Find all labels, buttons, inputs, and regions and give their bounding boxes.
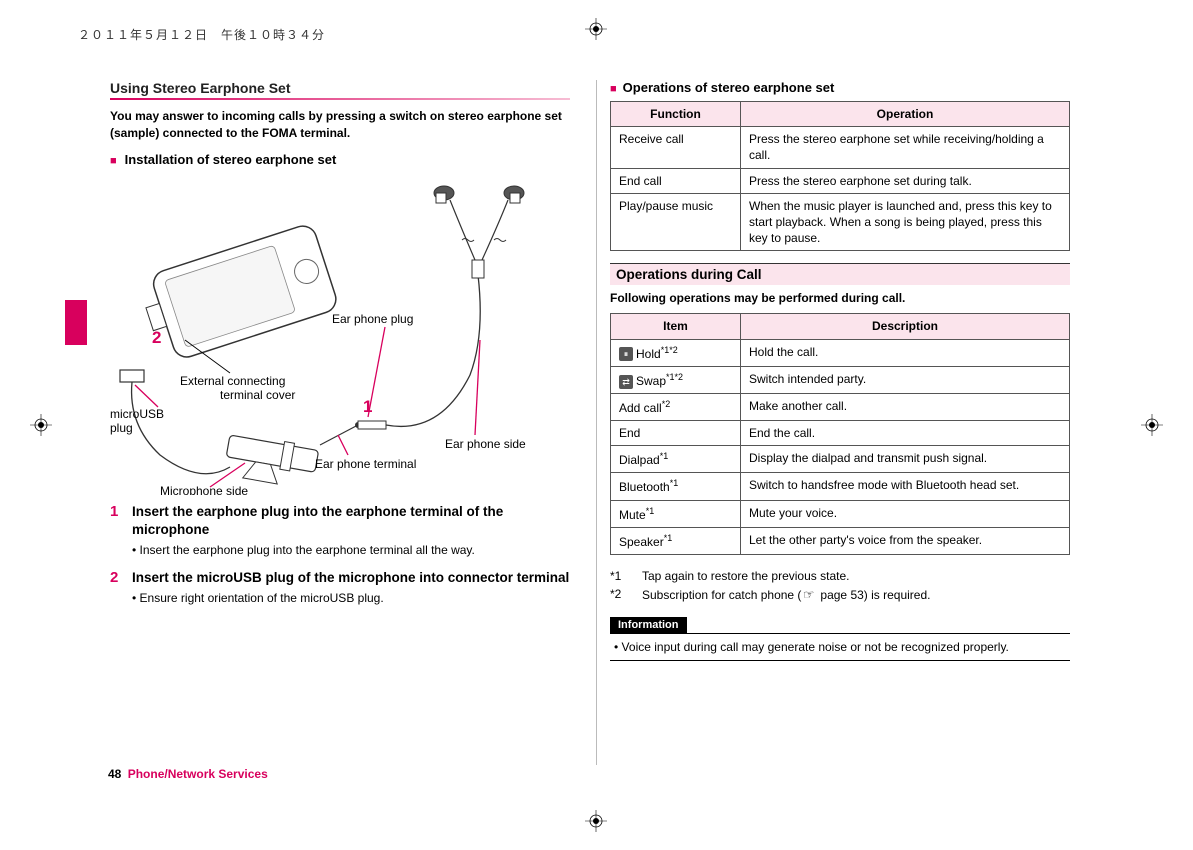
label-earphone-plug: Ear phone plug [332,312,413,326]
th-item: Item [611,314,741,339]
section-name: Phone/Network Services [128,767,268,781]
section-title: Using Stereo Earphone Set [110,80,570,100]
section-intro: You may answer to incoming calls by pres… [110,108,570,142]
diagram-num-1: 1 [363,397,372,416]
step-heading: Insert the earphone plug into the earpho… [132,503,570,539]
table-row: Play/pause musicWhen the music player is… [611,193,1070,251]
table-row: End callPress the stereo earphone set du… [611,168,1070,193]
label-earphone-terminal: Ear phone terminal [315,457,416,471]
step-2: 2 Insert the microUSB plug of the microp… [110,569,570,607]
earphone-diagram: 1 2 Ear phone plug External connecting t… [110,175,570,495]
registration-mark-right [1141,414,1163,436]
hold-icon: ⏸ [619,347,633,361]
label-external-cover: External connecting [180,374,285,388]
th-function: Function [611,102,741,127]
table-row: Dialpad*1 Display the dialpad and transm… [611,446,1070,473]
label-microphone-side: Microphone side [160,484,248,495]
table-row: End End the call. [611,421,1070,446]
registration-mark-bottom [585,810,607,832]
table-row: Bluetooth*1 Switch to handsfree mode wit… [611,473,1070,500]
svg-text:plug: plug [110,421,133,435]
left-column: Using Stereo Earphone Set You may answer… [100,80,580,661]
table-row: Add call*2 Make another call. [611,393,1070,420]
step-number: 1 [110,503,132,520]
information-body: Voice input during call may generate noi… [610,633,1070,662]
page-footer: 48 Phone/Network Services [108,767,268,781]
right-column: Operations of stereo earphone set Functi… [600,80,1080,661]
information-box: Information Voice input during call may … [610,617,1070,662]
table-row: ⏸Hold*1*2 Hold the call. [611,339,1070,366]
install-steps: 1 Insert the earphone plug into the earp… [110,503,570,607]
step-heading: Insert the microUSB plug of the micropho… [132,569,570,587]
step-number: 2 [110,569,132,586]
registration-mark-top [585,18,607,40]
th-operation: Operation [741,102,1070,127]
step-body: Ensure right orientation of the microUSB… [132,590,570,607]
label-earphone-side: Ear phone side [445,437,526,451]
page-ref-icon: ☞ [803,585,816,605]
operations-table: Function Operation Receive callPress the… [610,101,1070,251]
page-number: 48 [108,767,121,781]
call-operations-table: Item Description ⏸Hold*1*2 Hold the call… [610,313,1070,555]
information-label: Information [610,617,687,633]
table-row: Mute*1 Mute your voice. [611,500,1070,527]
step-body: Insert the earphone plug into the earpho… [132,542,570,559]
registration-mark-left [30,414,52,436]
operations-during-call-bar: Operations during Call [610,263,1070,285]
diagram-num-2: 2 [152,328,161,347]
table-row: ⇄Swap*1*2 Switch intended party. [611,366,1070,393]
swap-icon: ⇄ [619,375,633,389]
thumb-tab [65,300,87,345]
step-1: 1 Insert the earphone plug into the earp… [110,503,570,559]
footnote-1: *1 Tap again to restore the previous sta… [610,567,1070,585]
subheading-install: Installation of stereo earphone set [110,152,570,167]
svg-text:terminal cover: terminal cover [220,388,295,402]
label-microusb-plug: microUSB [110,407,164,421]
footnote-2: *2 Subscription for catch phone (☞ page … [610,585,1070,605]
footnotes: *1 Tap again to restore the previous sta… [610,567,1070,605]
table-row: Speaker*1 Let the other party's voice fr… [611,527,1070,554]
table-row: Receive callPress the stereo earphone se… [611,127,1070,168]
subheading-operations: Operations of stereo earphone set [610,80,1070,95]
header-timestamp: ２０１１年５月１２日 午後１０時３４分 [78,26,325,43]
th-description: Description [741,314,1070,339]
call-ops-intro: Following operations may be performed du… [610,291,1070,305]
